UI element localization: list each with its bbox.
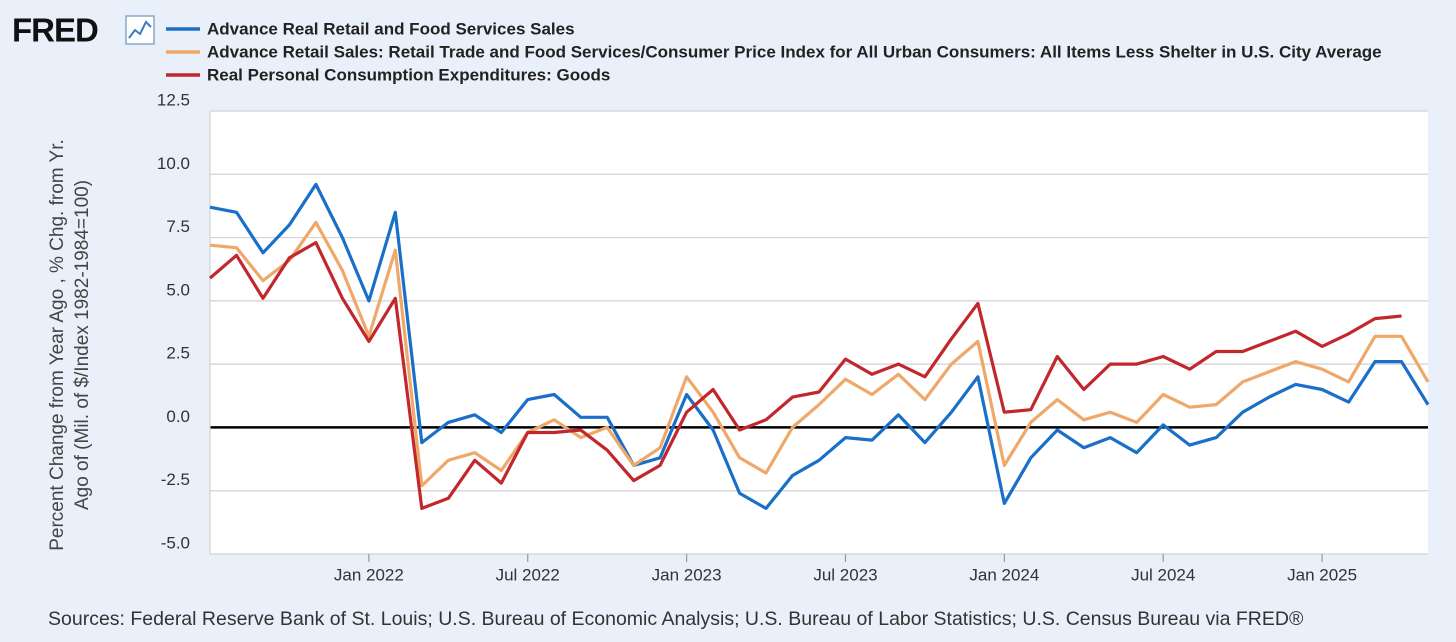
series-line — [209, 182, 1430, 510]
series-line — [209, 220, 1430, 488]
y-tick-label: 7.5 — [166, 217, 190, 236]
y-tick-label: 12.5 — [157, 90, 190, 109]
y-tick-label: 5.0 — [166, 280, 190, 299]
x-tick-label: Jan 2024 — [969, 565, 1039, 584]
y-axis-label: Percent Change from Year Ago , % Chg. fr… — [47, 139, 93, 551]
logo-icon — [125, 15, 155, 45]
source-note: Sources: Federal Reserve Bank of St. Lou… — [48, 608, 1304, 630]
legend-label: Real Personal Consumption Expenditures: … — [207, 65, 610, 84]
legend-label: Advance Retail Sales: Retail Trade and F… — [207, 42, 1382, 61]
x-tick-label: Jul 2023 — [813, 565, 877, 584]
y-tick-label: 2.5 — [166, 344, 190, 363]
plot-area — [210, 111, 1428, 554]
x-tick-label: Jan 2022 — [334, 565, 404, 584]
series-line — [208, 241, 1402, 510]
y-tick-label: 0.0 — [166, 407, 190, 426]
x-tick-label: Jan 2023 — [652, 565, 722, 584]
x-tick-label: Jul 2024 — [1131, 565, 1195, 584]
brand-logo: FRED — [12, 12, 98, 49]
x-tick-label: Jan 2025 — [1287, 565, 1357, 584]
x-tick-label: Jul 2022 — [496, 565, 560, 584]
y-tick-label: -2.5 — [161, 470, 190, 489]
y-tick-label: 10.0 — [157, 154, 190, 173]
y-tick-label: -5.0 — [161, 533, 190, 552]
legend-label: Advance Real Retail and Food Services Sa… — [207, 19, 575, 38]
